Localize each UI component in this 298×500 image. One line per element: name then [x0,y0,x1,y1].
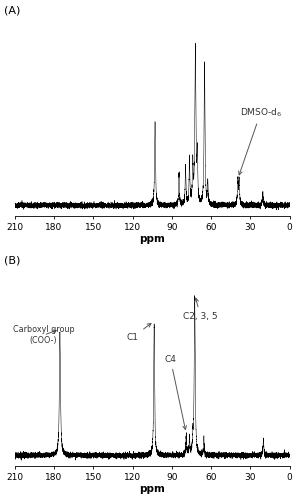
Text: Carboxyl group
(COO-): Carboxyl group (COO-) [13,326,74,345]
X-axis label: ppm: ppm [139,234,165,244]
Text: C1: C1 [127,324,151,342]
Text: DMSO-d$_6$: DMSO-d$_6$ [239,106,282,175]
Text: (A): (A) [4,5,20,15]
Text: C2, 3, 5: C2, 3, 5 [183,298,218,321]
Text: (B): (B) [4,255,20,265]
X-axis label: ppm: ppm [139,484,165,494]
Text: C4: C4 [164,355,187,430]
